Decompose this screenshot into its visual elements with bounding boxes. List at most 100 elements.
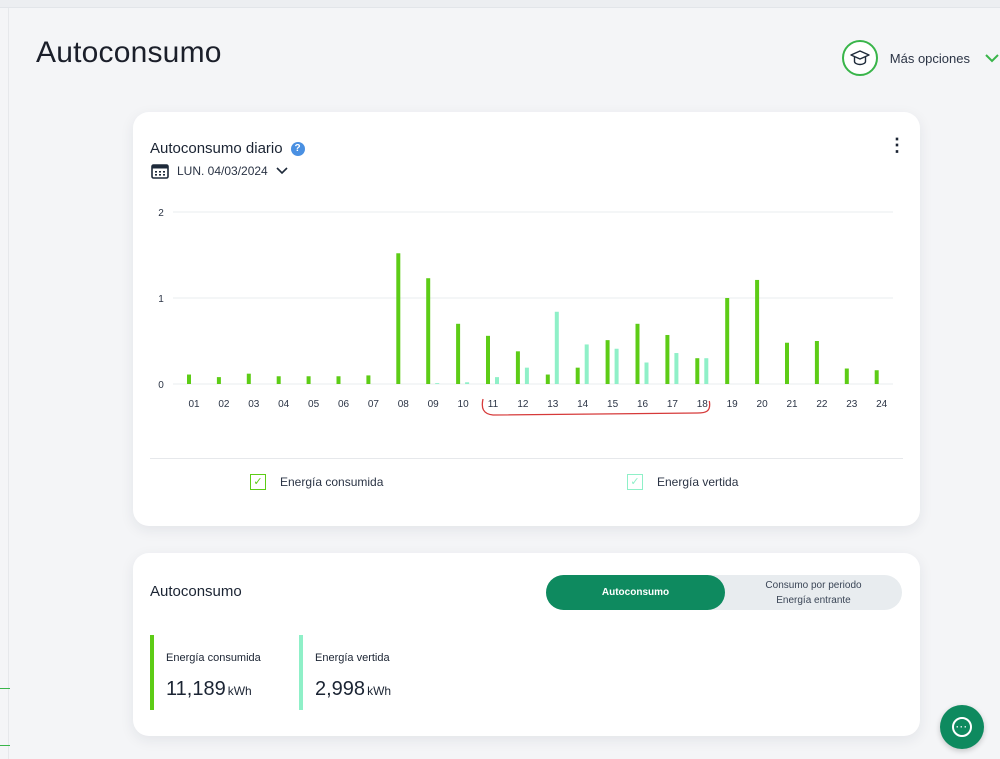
consumed-unit: kWh (227, 684, 252, 698)
bar-consumed[interactable] (844, 368, 849, 384)
exported-stat: Energía vertida 2,998 kWh (299, 635, 391, 710)
x-tick-label: 16 (637, 399, 649, 410)
x-tick-label: 02 (218, 399, 230, 410)
legend-consumed[interactable]: ✓ Energía consumida (250, 474, 383, 490)
graduation-cap-icon (841, 40, 878, 76)
bar-consumed[interactable] (336, 376, 341, 384)
exported-stat-value-row: 2,998 kWh (315, 678, 391, 701)
toggle-consumo-periodo[interactable]: Consumo por periodo Energía entrante (725, 575, 902, 610)
chat-button[interactable]: ··· (940, 705, 984, 749)
consumed-stat-bar (150, 635, 154, 710)
bar-consumed[interactable] (665, 334, 670, 384)
bar-exported[interactable] (704, 358, 709, 384)
y-tick-label: 2 (158, 208, 164, 219)
exported-stat-label: Energía vertida (315, 652, 390, 664)
x-tick-label: 23 (846, 399, 858, 410)
more-options-label: Más opciones (889, 50, 970, 66)
left-divider (8, 8, 9, 759)
bar-consumed[interactable] (575, 367, 580, 384)
exported-stat-bar (299, 635, 303, 710)
bar-consumed[interactable] (396, 253, 401, 384)
date-selector[interactable]: LUN. 04/03/2024 (151, 163, 288, 179)
consumed-stat-label: Energía consumida (166, 652, 261, 664)
bar-exported[interactable] (644, 362, 649, 385)
consumed-stat-value: 11,189 (166, 678, 226, 700)
x-tick-label: 08 (398, 399, 410, 410)
x-tick-label: 20 (757, 399, 769, 410)
consumed-stat-value-row: 11,189 kWh (166, 678, 261, 701)
bar-consumed[interactable] (515, 351, 520, 384)
bar-consumed[interactable] (874, 370, 879, 384)
x-tick-label: 11 (488, 399, 499, 410)
bar-consumed[interactable] (814, 341, 819, 384)
bar-consumed[interactable] (456, 323, 461, 384)
x-tick-label: 18 (697, 399, 709, 410)
bar-consumed[interactable] (785, 342, 789, 384)
view-toggle: Autoconsumo Consumo por periodo Energía … (546, 575, 902, 610)
checkbox-checked-icon: ✓ (250, 474, 266, 490)
toggle-other-line1: Consumo por periodo (765, 579, 862, 591)
more-options-button[interactable]: Más opciones (841, 40, 1000, 76)
bar-exported[interactable] (674, 353, 679, 384)
checkbox-checked-icon: ✓ (627, 474, 643, 490)
x-tick-label: 22 (816, 399, 828, 410)
x-tick-label: 21 (786, 399, 798, 410)
daily-chart-card: Autoconsumo diario ? ⋮ LUN. 04/03/2024 0… (133, 112, 920, 526)
bar-consumed[interactable] (695, 358, 700, 384)
chart-divider (150, 458, 903, 459)
x-tick-label: 24 (876, 399, 888, 410)
summary-card: Autoconsumo Autoconsumo Consumo por peri… (133, 553, 920, 736)
bar-exported[interactable] (495, 377, 499, 384)
kebab-menu-icon[interactable]: ⋮ (888, 135, 906, 155)
x-tick-label: 15 (607, 399, 619, 410)
chart-title-text: Autoconsumo diario (150, 140, 283, 157)
bar-consumed[interactable] (216, 377, 221, 384)
x-tick-label: 19 (727, 399, 739, 410)
bar-exported[interactable] (524, 367, 529, 384)
y-tick-label: 1 (158, 294, 164, 305)
toggle-autoconsumo[interactable]: Autoconsumo (546, 575, 725, 610)
bar-exported[interactable] (584, 344, 589, 384)
exported-unit: kWh (367, 684, 392, 698)
top-bar (0, 0, 1000, 8)
chat-icon: ··· (952, 717, 972, 737)
bar-consumed[interactable] (276, 376, 281, 384)
summary-title: Autoconsumo (150, 583, 242, 600)
bar-consumed[interactable] (635, 323, 640, 384)
bar-exported[interactable] (554, 311, 559, 384)
side-marker (0, 688, 10, 689)
x-tick-label: 10 (458, 399, 470, 410)
x-tick-label: 17 (667, 399, 679, 410)
x-tick-label: 09 (428, 399, 440, 410)
x-tick-label: 12 (517, 399, 529, 410)
bar-exported[interactable] (465, 382, 470, 384)
x-tick-label: 04 (278, 399, 290, 410)
bar-consumed[interactable] (366, 375, 371, 384)
chart-card-title: Autoconsumo diario ? (150, 140, 305, 157)
bar-consumed[interactable] (545, 374, 550, 384)
x-tick-label: 03 (248, 399, 260, 410)
bar-exported[interactable] (614, 348, 619, 384)
x-tick-label: 06 (338, 399, 350, 410)
x-tick-label: 05 (308, 399, 320, 410)
bar-exported[interactable] (435, 383, 440, 384)
bar-consumed[interactable] (725, 298, 730, 384)
x-tick-label: 14 (577, 399, 589, 410)
chevron-down-icon (985, 54, 999, 63)
chevron-down-icon (276, 167, 288, 175)
bar-consumed[interactable] (605, 340, 610, 384)
help-icon[interactable]: ? (290, 141, 305, 156)
bar-consumed[interactable] (246, 373, 251, 384)
bar-consumed[interactable] (187, 374, 191, 384)
bar-consumed[interactable] (426, 278, 431, 384)
x-tick-label: 13 (547, 399, 559, 410)
toggle-other-line2: Energía entrante (776, 594, 851, 606)
side-marker (0, 745, 10, 746)
y-tick-label: 0 (158, 380, 164, 391)
legend-exported-label: Energía vertida (657, 475, 739, 489)
bar-consumed[interactable] (486, 335, 490, 384)
bar-consumed[interactable] (755, 279, 760, 384)
bar-consumed[interactable] (306, 376, 311, 384)
legend-exported[interactable]: ✓ Energía vertida (627, 474, 738, 490)
